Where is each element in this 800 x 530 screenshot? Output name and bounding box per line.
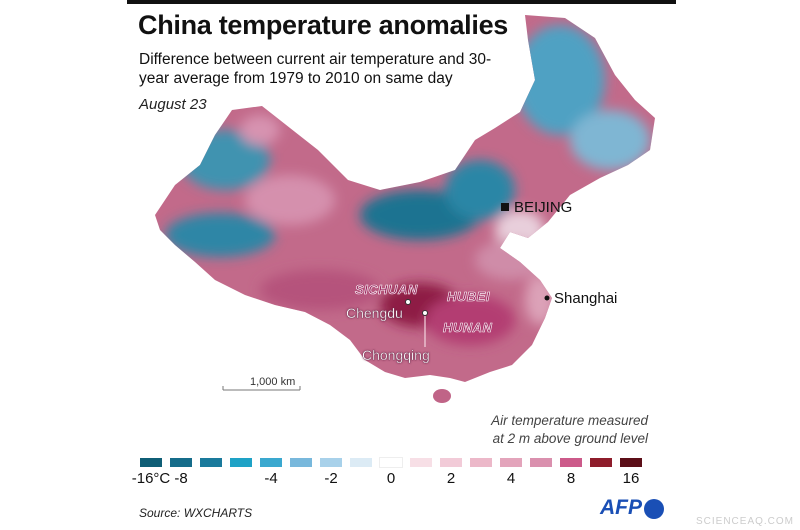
chengdu-label: Chengdu xyxy=(346,305,403,321)
afp-logo: AFP xyxy=(600,496,642,519)
legend-swatch xyxy=(560,458,582,467)
legend-swatch xyxy=(350,458,372,467)
legend-swatch xyxy=(500,458,522,467)
legend-label: 4 xyxy=(506,470,516,487)
legend-label: 16 xyxy=(622,470,640,487)
province-sichuan: SICHUAN xyxy=(355,282,418,298)
legend-label: 8 xyxy=(566,470,576,487)
legend-swatch xyxy=(170,458,192,467)
legend-label: 0 xyxy=(386,470,396,487)
note-line: at 2 m above ground level xyxy=(492,431,648,446)
legend-swatch xyxy=(140,458,162,467)
afp-logo-dot xyxy=(644,499,664,519)
legend-swatch xyxy=(290,458,312,467)
legend-swatch xyxy=(440,458,462,467)
beijing-marker xyxy=(501,203,509,211)
legend-label: -2 xyxy=(324,470,338,487)
chongqing-marker xyxy=(422,310,428,316)
legend-swatch xyxy=(590,458,612,467)
legend-swatch xyxy=(320,458,342,467)
chengdu-marker xyxy=(405,299,411,305)
note-line: Air temperature measured xyxy=(491,413,648,428)
legend-swatch xyxy=(260,458,282,467)
top-rule xyxy=(127,0,676,4)
subtitle: Difference between current air temperatu… xyxy=(139,51,492,87)
province-hunan: HUNAN xyxy=(443,320,493,336)
date-label: August 23 xyxy=(139,96,207,113)
shanghai-marker xyxy=(544,295,550,301)
legend-label: 2 xyxy=(446,470,456,487)
shanghai-label: Shanghai xyxy=(554,290,618,307)
legend-label: -8 xyxy=(174,470,188,487)
legend-swatch xyxy=(530,458,552,467)
legend-label: -4 xyxy=(264,470,278,487)
legend-swatch xyxy=(620,458,642,467)
legend-swatch xyxy=(200,458,222,467)
scale-label: 1,000 km xyxy=(250,376,296,388)
watermark: SCIENCEAQ.COM xyxy=(695,516,794,527)
province-hubei: HUBEI xyxy=(447,289,490,305)
measurement-note: Air temperature measured at 2 m above gr… xyxy=(491,412,648,448)
hainan-island xyxy=(433,389,451,403)
beijing-label: BEIJING xyxy=(514,199,573,216)
chongqing-label: Chongqing xyxy=(362,347,430,363)
source-credit: Source: WXCHARTS xyxy=(139,506,253,520)
legend-swatch xyxy=(379,457,403,468)
legend-swatch xyxy=(410,458,432,467)
legend-swatch xyxy=(230,458,252,467)
page-title: China temperature anomalies xyxy=(138,10,509,40)
legend-label: -16°C xyxy=(131,470,171,487)
legend-swatch xyxy=(470,458,492,467)
